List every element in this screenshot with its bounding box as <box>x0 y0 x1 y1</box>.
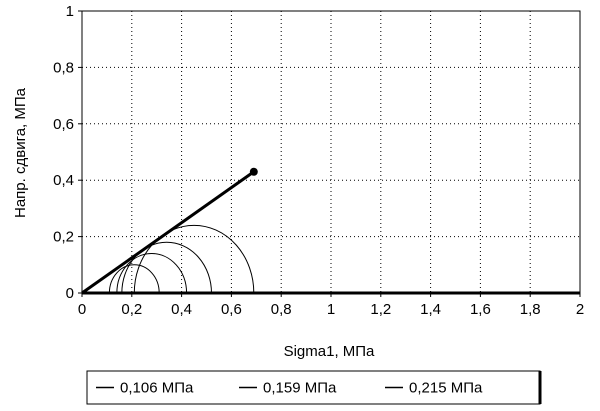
envelope-end-point <box>249 167 258 176</box>
mohr-circle <box>133 224 255 294</box>
x-tick-label: 0 <box>78 301 86 318</box>
x-tick-label: 1,8 <box>520 301 541 318</box>
legend-label: 0,215 МПа <box>409 380 483 397</box>
envelope-line <box>81 170 255 295</box>
x-tick-label: 1,2 <box>370 301 391 318</box>
mohr-circles <box>108 224 255 294</box>
x-tick-label: 2 <box>576 301 584 318</box>
y-ticks: 0 0,2 0,4 0,6 0,8 1 <box>53 3 82 302</box>
x-ticks: 0 0,2 0,4 0,6 0,8 1 1,2 1,4 1,6 1,8 2 <box>78 293 584 318</box>
legend-box <box>86 370 541 405</box>
x-tick-label: 1,4 <box>420 301 441 318</box>
legend: 0,106 МПа 0,159 МПа 0,215 МПа <box>86 370 542 405</box>
x-tick-label: 1,6 <box>470 301 491 318</box>
y-tick-label: 0,4 <box>53 172 74 189</box>
x-tick-label: 0,8 <box>271 301 292 318</box>
x-tick-label: 1 <box>327 301 335 318</box>
mohr-circle <box>116 253 188 294</box>
y-tick-label: 0 <box>66 285 74 302</box>
grid <box>81 10 581 295</box>
envelope-line-group <box>81 167 258 295</box>
x-tick-label: 0,2 <box>121 301 142 318</box>
x-axis-title: Sigma1, МПа <box>284 343 375 360</box>
x-tick-label: 0,4 <box>171 301 192 318</box>
y-tick-label: 0,2 <box>53 229 74 246</box>
legend-label: 0,106 МПа <box>120 380 194 397</box>
plot-frame <box>81 10 581 294</box>
y-axis-title: Напр. сдвига, МПа <box>12 87 29 218</box>
y-tick-label: 0,6 <box>53 116 74 133</box>
x-tick-label: 0,6 <box>221 301 242 318</box>
legend-label: 0,159 МПа <box>263 380 337 397</box>
mohr-circle <box>121 241 212 294</box>
mohr-circle <box>108 264 160 294</box>
y-tick-label: 0,8 <box>53 59 74 76</box>
y-tick-label: 1 <box>66 3 74 20</box>
